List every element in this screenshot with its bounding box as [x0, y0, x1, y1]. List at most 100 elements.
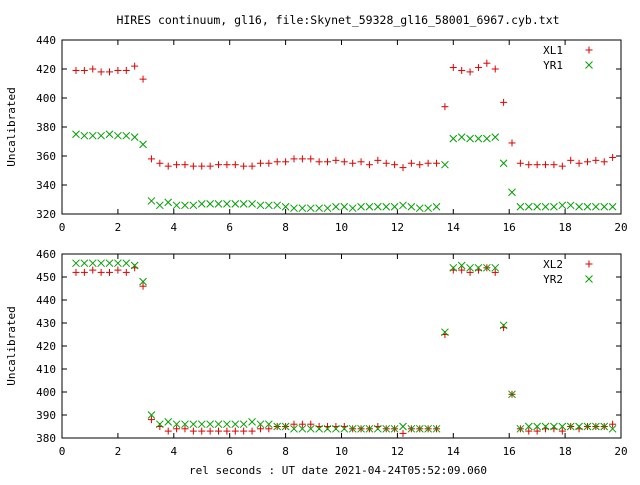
data-point: [80, 131, 89, 140]
data-point: [424, 159, 432, 167]
data-point: [399, 429, 407, 437]
data-point: [415, 424, 424, 433]
data-point: [382, 202, 391, 211]
data-point: [407, 202, 416, 211]
data-point: [600, 202, 609, 211]
data-point: [550, 422, 558, 431]
figure-title: HIRES continuum, gl16, file:Skynet_59328…: [116, 13, 559, 27]
data-point: [365, 424, 374, 433]
data-point: [491, 263, 500, 272]
data-point: [608, 424, 617, 433]
data-point: [441, 103, 449, 111]
data-point: [373, 424, 382, 433]
data-point: [97, 68, 105, 76]
data-point: [323, 204, 332, 213]
data-point: [223, 427, 231, 435]
data-point: [449, 64, 457, 72]
data-point: [500, 98, 508, 106]
data-point: [97, 268, 105, 276]
data-point: [332, 156, 340, 164]
data-point: [206, 420, 214, 429]
y-tick-label: 400: [36, 386, 56, 399]
data-point: [265, 425, 273, 433]
x-tick-label: 20: [614, 445, 627, 458]
data-point: [273, 422, 282, 431]
data-point: [80, 268, 88, 276]
data-point: [298, 204, 307, 213]
x-tick-label: 4: [170, 221, 177, 234]
y-tick-label: 320: [36, 208, 56, 221]
y-tick-label: 400: [36, 92, 56, 105]
data-point: [164, 427, 172, 435]
data-point: [307, 155, 315, 163]
x-tick-label: 18: [558, 221, 571, 234]
data-point: [273, 158, 281, 166]
data-point: [198, 162, 206, 170]
data-point: [248, 162, 256, 170]
data-point: [491, 65, 499, 73]
data-point: [466, 134, 474, 143]
data-point: [147, 155, 155, 163]
data-point: [264, 201, 273, 210]
data-point: [290, 420, 298, 428]
data-point: [533, 202, 542, 211]
data-point: [256, 201, 265, 210]
data-point: [575, 202, 583, 211]
data-point: [348, 204, 357, 213]
data-point: [231, 161, 239, 169]
data-point: [415, 204, 424, 213]
data-point: [332, 202, 340, 211]
y-tick-label: 440: [36, 294, 56, 307]
data-point: [189, 420, 198, 429]
data-point: [122, 66, 130, 74]
data-point: [407, 424, 416, 433]
x-tick-label: 20: [614, 221, 627, 234]
data-point: [382, 424, 391, 433]
data-point: [391, 161, 399, 169]
data-point: [433, 159, 441, 167]
x-tick-label: 16: [503, 445, 516, 458]
data-point: [206, 199, 214, 208]
data-point: [550, 161, 558, 169]
data-point: [374, 156, 382, 164]
data-point: [357, 158, 365, 166]
data-point: [139, 277, 147, 286]
data-point: [491, 268, 499, 276]
data-point: [592, 156, 600, 164]
data-point: [365, 161, 373, 169]
data-point: [130, 133, 139, 142]
data-point: [508, 390, 516, 399]
data-point: [399, 422, 407, 431]
data-point: [181, 161, 189, 169]
data-point: [399, 201, 407, 210]
data-point: [583, 422, 592, 431]
data-point: [248, 199, 256, 208]
y-tick-label: 460: [36, 248, 56, 261]
data-point: [424, 424, 432, 433]
data-point: [139, 75, 147, 83]
data-point: [483, 59, 491, 67]
x-tick-label: 0: [59, 445, 66, 458]
data-point: [591, 202, 600, 211]
data-point: [533, 427, 541, 435]
data-point: [147, 416, 155, 424]
data-point: [147, 197, 156, 205]
data-point: [214, 199, 223, 208]
data-point: [306, 204, 315, 213]
data-point: [482, 134, 491, 143]
x-tick-label: 14: [447, 445, 461, 458]
x-tick-label: 18: [558, 445, 571, 458]
y-tick-label: 360: [36, 150, 56, 163]
data-point: [114, 259, 122, 268]
data-point: [315, 158, 323, 166]
data-point: [173, 425, 181, 433]
data-point: [609, 153, 617, 161]
data-point: [516, 159, 524, 167]
data-point: [567, 156, 575, 164]
data-point: [215, 161, 223, 169]
data-point: [256, 425, 264, 433]
legend-label: YR2: [543, 273, 563, 286]
data-point: [482, 263, 491, 272]
y-tick-label: 450: [36, 271, 56, 284]
